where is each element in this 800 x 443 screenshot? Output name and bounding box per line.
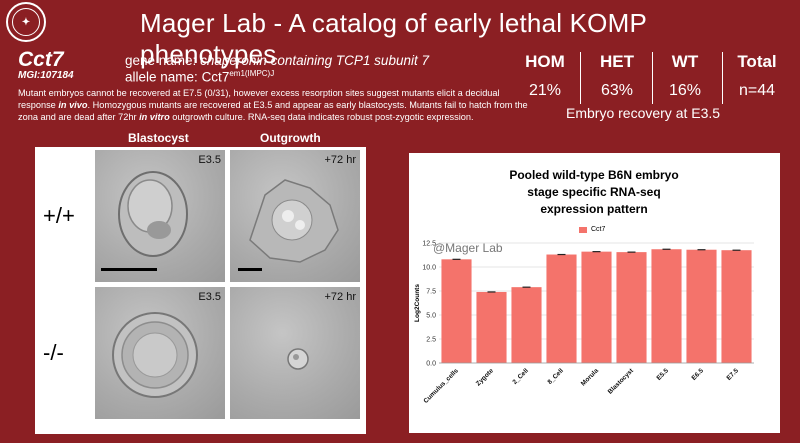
chart-watermark: @Mager Lab	[433, 241, 503, 255]
mutant-outgrowth-image: +72 hr	[230, 287, 360, 419]
recovery-col-het: HET 63%	[586, 50, 648, 100]
recovery-header: Total	[737, 52, 777, 71]
bar-blastocyst	[616, 252, 647, 363]
bar-e5-5	[651, 249, 682, 363]
recovery-caption: Embryo recovery at E3.5	[566, 105, 721, 121]
divider	[652, 52, 653, 104]
chart-legend: Cct7	[579, 226, 605, 233]
x-tick-label: Zygote	[475, 367, 495, 387]
bar-8-cell	[546, 254, 577, 363]
mgi-id: MGI:107184	[18, 70, 74, 81]
x-tick-label: E6.5	[691, 367, 706, 382]
bar-chart: 0.0 2.5 5.0 7.5 10.0 12.5 Log2Counts Cumulus_ce…	[414, 241, 754, 405]
y-tick-label: 12.5	[422, 241, 436, 248]
phenotype-summary: Mutant embryos cannot be recovered at E7…	[18, 87, 538, 123]
bar-e7-5	[721, 250, 752, 363]
genotype-wildtype: +/+	[43, 203, 75, 228]
scale-bar	[238, 268, 262, 271]
embryo-recovery-table: HOM 21% HET 63% WT 16% Total n=44 Embryo…	[514, 50, 794, 121]
recovery-value: n=44	[738, 82, 776, 99]
gene-name-label: gene name:	[125, 53, 197, 68]
stage-label: +72 hr	[324, 154, 357, 166]
recovery-value: 21%	[528, 82, 562, 99]
x-tick-label: 8_Cell	[546, 367, 565, 386]
recovery-value: 16%	[668, 82, 702, 99]
summary-text-3: outgrowth culture. RNA-seq data indicate…	[169, 112, 474, 122]
rnaseq-chart-panel: Pooled wild-type B6N embryo stage specif…	[409, 153, 780, 433]
y-tick-label: 5.0	[426, 313, 436, 320]
bar-morula	[581, 251, 612, 363]
divider	[722, 52, 723, 104]
y-tick-label: 0.0	[426, 361, 436, 368]
x-tick-label: Blastocyst	[607, 367, 636, 396]
scale-bar	[101, 268, 157, 271]
summary-text-2: . Homozygous mutants are recovered at E3…	[18, 100, 528, 122]
bar-e6-5	[686, 249, 717, 363]
column-header-outgrowth: Outgrowth	[260, 131, 321, 145]
recovery-header: HOM	[525, 52, 565, 71]
recovery-col-hom: HOM 21%	[514, 50, 576, 100]
stage-label: +72 hr	[324, 291, 357, 303]
genotype-mutant: -/-	[43, 340, 64, 365]
chart-title: Pooled wild-type B6N embryo stage specif…	[469, 167, 719, 218]
wt-outgrowth-image: +72 hr	[230, 150, 360, 282]
embryo-image-panel: Blastocyst Outgrowth +/+ -/- E3.5 +72 hr…	[35, 131, 366, 434]
recovery-header: HET	[600, 52, 634, 71]
legend-swatch	[579, 226, 587, 233]
allele-superscript: em1(IMPC)J	[229, 69, 275, 78]
gene-name: gene name: chaperonin containing TCP1 su…	[125, 53, 429, 68]
y-tick-label: 2.5	[426, 337, 436, 344]
y-tick-label: 7.5	[426, 289, 436, 296]
bar-zygote	[476, 291, 507, 363]
stage-label: E3.5	[198, 291, 221, 303]
x-tick-label: E5.5	[656, 367, 671, 382]
university-seal-logo: ✦	[6, 2, 46, 42]
gene-name-value: chaperonin containing TCP1 subunit 7	[200, 53, 429, 68]
chart-title-line: stage specific RNA-seq	[527, 185, 661, 199]
allele-name: allele name: Cct7em1(IMPC)J	[125, 69, 274, 85]
bar-2-cell	[511, 287, 542, 363]
chart-title-line: Pooled wild-type B6N embryo	[509, 168, 679, 182]
allele-name-label: allele name:	[125, 69, 198, 85]
gene-symbol: Cct7	[18, 48, 64, 71]
x-tick-label: Morula	[580, 367, 600, 387]
recovery-header: WT	[671, 52, 699, 71]
allele-name-value: Cct7	[201, 69, 230, 85]
summary-text-1: Mutant embryos cannot be recovered at E7…	[18, 88, 500, 110]
bar-cumulus-cells	[441, 259, 472, 363]
mutant-blastocyst-image: E3.5	[95, 287, 225, 419]
y-tick-label: 10.0	[422, 265, 436, 272]
summary-emphasis-2: in vitro	[139, 112, 170, 122]
x-tick-label: 2_Cell	[511, 367, 530, 386]
x-tick-label: Cumulus_cells	[423, 367, 461, 405]
legend-label: Cct7	[591, 226, 606, 233]
page-title: Mager Lab - A catalog of early lethal KO…	[140, 8, 647, 69]
y-axis-label: Log2Counts	[414, 284, 421, 322]
column-header-blastocyst: Blastocyst	[128, 131, 189, 145]
summary-emphasis-1: in vivo	[58, 100, 88, 110]
chart-title-line: expression pattern	[540, 202, 648, 216]
recovery-col-wt: WT 16%	[654, 50, 716, 100]
x-tick-label: E7.5	[726, 367, 741, 382]
recovery-value: 63%	[600, 82, 634, 99]
divider	[580, 52, 581, 104]
stage-label: E3.5	[198, 154, 221, 166]
recovery-col-total: Total n=44	[726, 50, 788, 100]
wt-blastocyst-image: E3.5	[95, 150, 225, 282]
